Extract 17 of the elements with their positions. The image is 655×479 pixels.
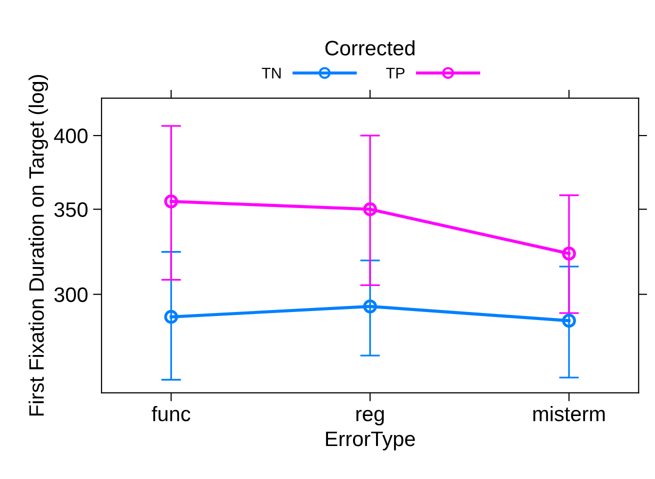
point <box>562 314 576 328</box>
y-axis-title: First Fixation Duration on Target (log) <box>28 75 48 416</box>
legend-title: Corrected <box>325 40 414 56</box>
x-tick-label: reg <box>356 410 384 426</box>
x-tick-label: func <box>152 406 190 422</box>
legend-label: TP <box>386 68 404 78</box>
point <box>363 202 378 216</box>
x-tick-label: misterm <box>533 406 605 422</box>
point <box>164 194 178 208</box>
y-tick-label: 350 <box>54 202 88 218</box>
legend-label: TN <box>262 68 281 78</box>
y-tick-label: 300 <box>54 287 88 302</box>
point <box>164 310 178 324</box>
x-axis-title: ErrorType <box>326 432 415 450</box>
point <box>562 246 576 261</box>
y-tick-label: 400 <box>54 128 88 144</box>
point <box>363 299 378 314</box>
